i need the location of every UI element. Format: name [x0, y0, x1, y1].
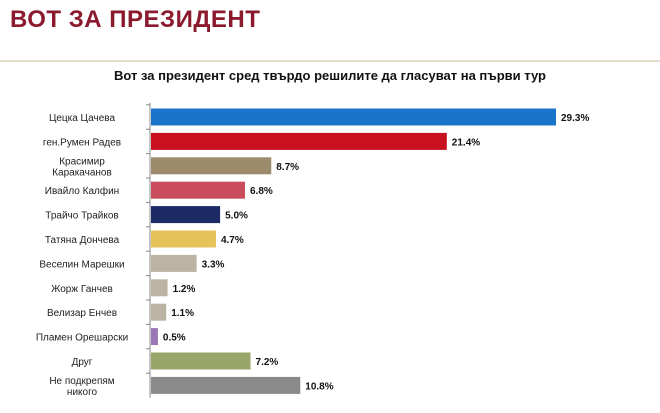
category-label-line: Веселин Марешки [39, 259, 124, 270]
bar [151, 181, 245, 199]
bar [151, 279, 168, 297]
category-label-line: Красимир [59, 156, 105, 167]
bar [151, 376, 301, 394]
bar [151, 132, 447, 150]
category-label: Цецка Цачева [49, 113, 116, 124]
data-label: 0.5% [163, 333, 186, 344]
category-label: Друг [72, 357, 93, 368]
chart-title: Вот за президент сред твърдо решилите да… [114, 68, 546, 83]
bar [151, 157, 272, 175]
category-label-line: Не подкрепям [49, 376, 114, 387]
category-label: Татяна Дончева [45, 235, 120, 246]
data-label: 6.8% [250, 186, 273, 197]
bar [151, 108, 556, 126]
data-label: 29.3% [561, 113, 589, 124]
data-label: 3.3% [202, 259, 225, 270]
category-label-line: Каракачанов [52, 167, 112, 178]
category-label: Трайчо Трайков [45, 211, 118, 222]
data-label: 1.2% [173, 284, 196, 295]
category-label-line: Трайчо Трайков [45, 211, 118, 222]
category-label-line: Велизар Енчев [47, 308, 117, 319]
category-label-line: Татяна Дончева [45, 235, 120, 246]
category-label-line: Ивайло Калфин [45, 185, 119, 197]
category-label-line: Друг [72, 357, 93, 368]
bar [151, 328, 158, 346]
data-label: 10.8% [305, 381, 333, 392]
title-divider [0, 60, 660, 62]
category-label: Не подкрепям никого [49, 376, 114, 398]
data-label: 7.2% [256, 357, 279, 368]
category-label-line: никого [67, 387, 98, 398]
data-label: 21.4% [452, 137, 480, 148]
category-label: Веселин Марешки [39, 259, 124, 270]
data-label: 8.7% [276, 162, 299, 173]
category-label-line: Жорж Ганчев [51, 284, 113, 295]
data-label: 5.0% [225, 211, 248, 222]
category-label: ген.Румен Радев [43, 137, 121, 148]
data-label: 4.7% [221, 235, 244, 246]
bar [151, 303, 167, 321]
bar [151, 230, 216, 248]
bar [151, 206, 221, 224]
category-label: Красимир Каракачанов [52, 156, 112, 178]
data-label: 1.1% [171, 308, 194, 319]
category-label-line: ген.Румен Радев [43, 137, 121, 148]
page-title: ВОТ ЗА ПРЕЗИДЕНТ [10, 6, 261, 33]
category-label-line: Цецка Цачева [49, 113, 116, 124]
category-label: Велизар Енчев [47, 308, 117, 319]
bar [151, 352, 251, 370]
category-label-line: Пламен Орешарски [36, 333, 128, 344]
category-label: Ивайло Калфин [45, 185, 119, 197]
category-label: Пламен Орешарски [36, 333, 128, 344]
bar [151, 254, 197, 272]
category-label: Жорж Ганчев [51, 284, 113, 295]
